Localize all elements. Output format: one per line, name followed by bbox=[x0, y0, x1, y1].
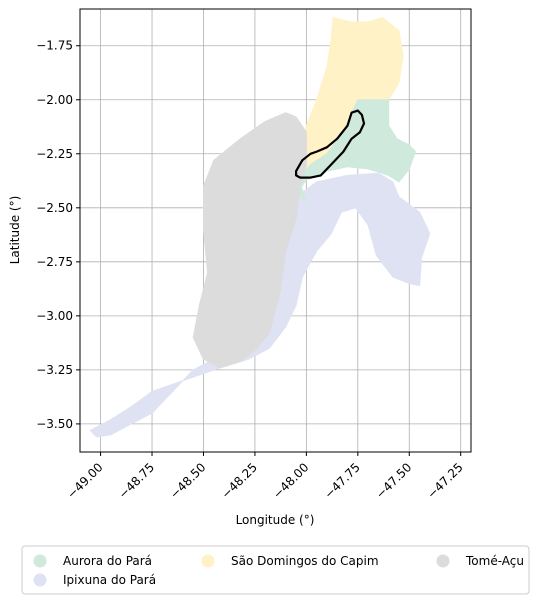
legend-label: Tomé-Açu bbox=[465, 554, 524, 568]
legend-swatch bbox=[436, 554, 450, 568]
region-aurora-do-para bbox=[295, 99, 416, 202]
plot-frame bbox=[79, 8, 472, 453]
legend-items: Aurora do Pará Ipixuna do Pará São Domingo… bbox=[33, 554, 524, 587]
legend-swatch bbox=[33, 573, 47, 587]
y-tick-label: −3.50 bbox=[36, 417, 73, 431]
y-tick-label: −3.25 bbox=[36, 363, 73, 377]
y-tick-label: −2.75 bbox=[36, 255, 73, 269]
region-polygons bbox=[89, 17, 431, 438]
legend-label: Ipixuna do Pará bbox=[63, 573, 156, 587]
y-tick-label: −2.25 bbox=[36, 147, 73, 161]
y-tick-label: −2.00 bbox=[36, 93, 73, 107]
legend-box bbox=[21, 545, 530, 595]
y-tick-label: −3.00 bbox=[36, 309, 73, 323]
legend-label: São Domingos do Capim bbox=[231, 554, 379, 568]
y-tick-label: −1.75 bbox=[36, 39, 73, 53]
region-ipixuna-do-para bbox=[89, 172, 431, 438]
legend-swatch bbox=[33, 554, 47, 568]
y-tick-label: −2.50 bbox=[36, 201, 73, 215]
x-axis-label: Longitude (°) bbox=[236, 513, 315, 527]
region-tome-acu bbox=[192, 112, 307, 369]
legend: Aurora do Pará Ipixuna do Pará São Domingo… bbox=[21, 545, 530, 595]
highlight-outline bbox=[295, 109, 366, 179]
y-axis-label: Latitude (°) bbox=[8, 196, 22, 265]
legend-label: Aurora do Pará bbox=[63, 554, 152, 568]
legend-swatch bbox=[201, 554, 215, 568]
highlighted-boundary bbox=[295, 109, 366, 179]
y-axis-ticks: −1.75 −2.00 −2.25 −2.50 −2.75 −3.00 −3.25 −3.50 bbox=[36, 39, 80, 431]
